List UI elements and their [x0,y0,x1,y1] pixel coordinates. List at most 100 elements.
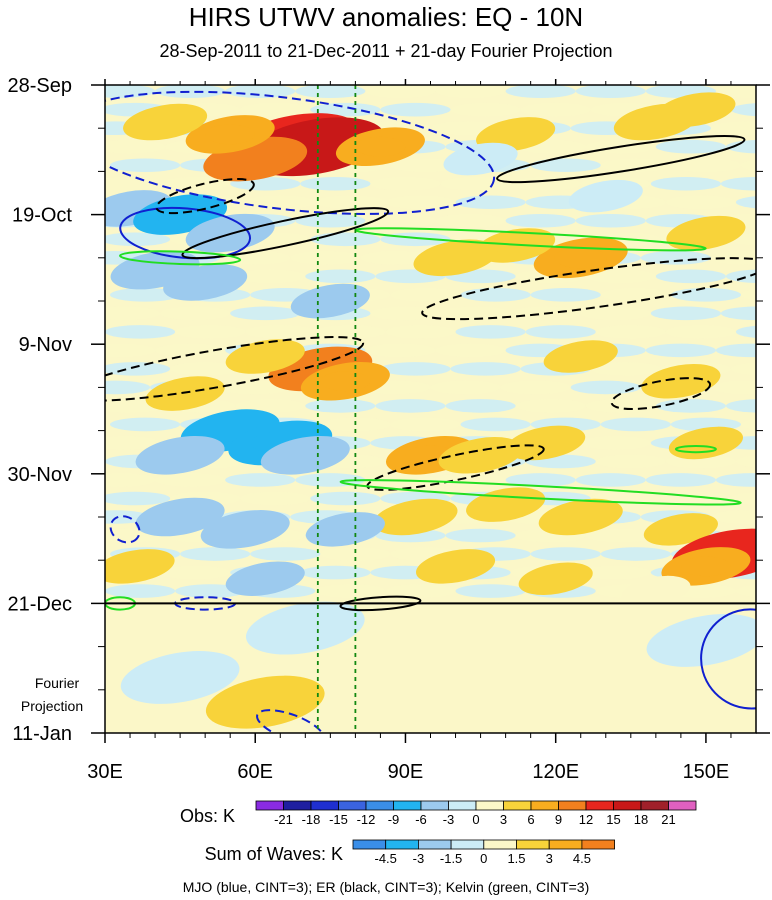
field-streak [665,195,736,210]
field-streak [370,306,441,321]
obs-legend-level-label: 18 [634,812,648,827]
waves-legend-level-label: -4.5 [374,851,396,866]
field-streak [585,399,656,413]
field-streak [445,399,516,413]
y-tick-label: 30-Nov [8,464,72,486]
y-tick-label: 11-Jan [12,723,72,745]
field-streak [310,491,381,506]
field-streak [295,85,366,98]
anomaly-blob [415,549,496,584]
obs-legend-swatch [530,800,559,811]
anomaly-core [155,507,205,527]
field-streak [385,325,456,339]
anomaly-blob [443,142,518,176]
field-streak [225,85,296,98]
field-streak [655,269,726,284]
field-streak [390,288,461,302]
anomaly-blob [656,92,736,127]
er-contour [105,336,365,402]
field-streak [295,213,366,228]
anomaly-blob [245,601,365,655]
field-streak [300,176,371,191]
waves-legend-swatch [581,839,616,850]
axes: 30E 60E 90E 120E 150E 28-Sep 19-Oct 9-Nov 30-Nov… [8,75,770,783]
field-streak [385,584,456,598]
x-tick-label: 90E [388,761,424,783]
field-streak [105,139,166,154]
field-streak [315,195,386,210]
anomaly-blob [145,376,225,411]
field-streak [650,176,721,191]
mjo-contour [256,709,325,733]
projection-label-line1: Fourier [35,675,80,691]
anomaly-core [320,371,371,392]
anomaly-blob [568,179,643,213]
anomaly-core [220,519,271,540]
obs-legend-swatch [338,800,367,811]
obs-legend-level-label: 12 [579,812,593,827]
obs-legend-swatch [255,800,284,811]
obs-legend-swatch [640,800,669,811]
field-streak [380,362,451,376]
anomaly-core [681,556,731,577]
field-streak [160,565,231,580]
anomaly-blob [373,498,458,536]
anomaly-blob [163,264,248,301]
anomaly-field [105,85,756,733]
field-streak [525,325,596,339]
anomaly-blob [518,562,593,595]
field-streak [655,139,726,154]
field-streak [735,584,756,598]
field-streak [105,491,171,506]
obs-legend-level-label: 15 [606,812,620,827]
anomaly-blob [305,512,385,547]
obs-legend-swatch [585,800,614,811]
field-streak [105,380,151,395]
obs-legend-level-label: -9 [388,812,400,827]
x-tick-label: 120E [532,761,579,783]
field-streak [235,269,306,284]
obs-legend-label: Obs: K [180,806,235,826]
field-streak [105,176,161,191]
field-streak [385,195,456,210]
field-streak [155,473,226,487]
field-streak [430,380,501,395]
field-streak [105,325,176,339]
field-streak [735,196,756,209]
field-streak [105,343,156,358]
field-streak [365,343,436,358]
waves-legend-label: Sum of Waves: K [205,844,343,864]
field-streak [160,176,231,191]
field-streak [645,473,716,487]
er-contour [610,377,712,411]
field-streak [575,213,646,228]
field-streak [390,417,461,432]
anomaly-core [130,260,180,280]
obs-legend-level-label: 6 [527,812,534,827]
field-streak [640,251,711,265]
field-streak [585,269,656,284]
field-streak [105,85,156,98]
field-streak [720,176,756,191]
field-streak [155,85,226,98]
anomaly-core [226,147,285,171]
obs-legend-level-label: -18 [302,812,321,827]
field-streak [235,399,306,413]
obs-legend-swatch [448,800,477,811]
anomaly-blob [105,549,175,584]
field-streak [230,306,301,321]
anomaly-core [205,124,255,145]
obs-legend-swatch [420,800,449,811]
field-streak [740,418,756,430]
field-streak [460,417,531,432]
field-streak [245,195,316,210]
obs-legend-swatch [393,800,422,811]
anomaly-core [155,445,205,466]
anomaly-blob [666,215,746,251]
anomaly-blob [413,239,498,277]
waves-legend-swatch [548,839,583,850]
waves-legend-swatch [385,839,419,850]
y-tick-label: 28-Sep [8,75,73,97]
field-streak [305,399,376,413]
